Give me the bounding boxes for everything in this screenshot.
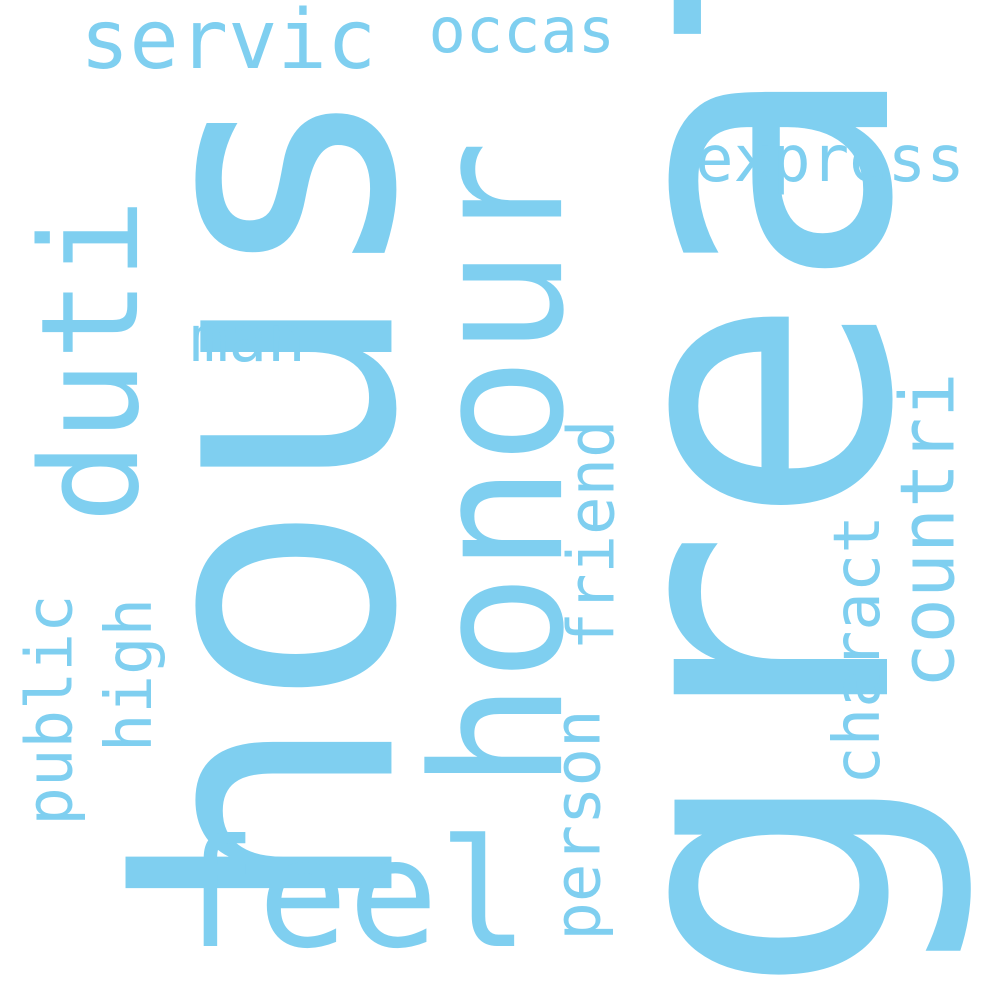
word-high: high [93, 597, 168, 753]
word-man: man [190, 303, 306, 377]
word-friend: friend [555, 419, 630, 651]
word-occas: occas [428, 0, 616, 67]
word-charact: charact [820, 515, 895, 785]
word-person: person [541, 709, 616, 941]
word-countri: countri [883, 371, 972, 689]
word-duti: duti [11, 197, 169, 523]
word-servic: servic [80, 0, 377, 88]
word-public: public [13, 594, 88, 826]
word-feel: feel [167, 808, 529, 982]
word-express: express [695, 123, 965, 197]
